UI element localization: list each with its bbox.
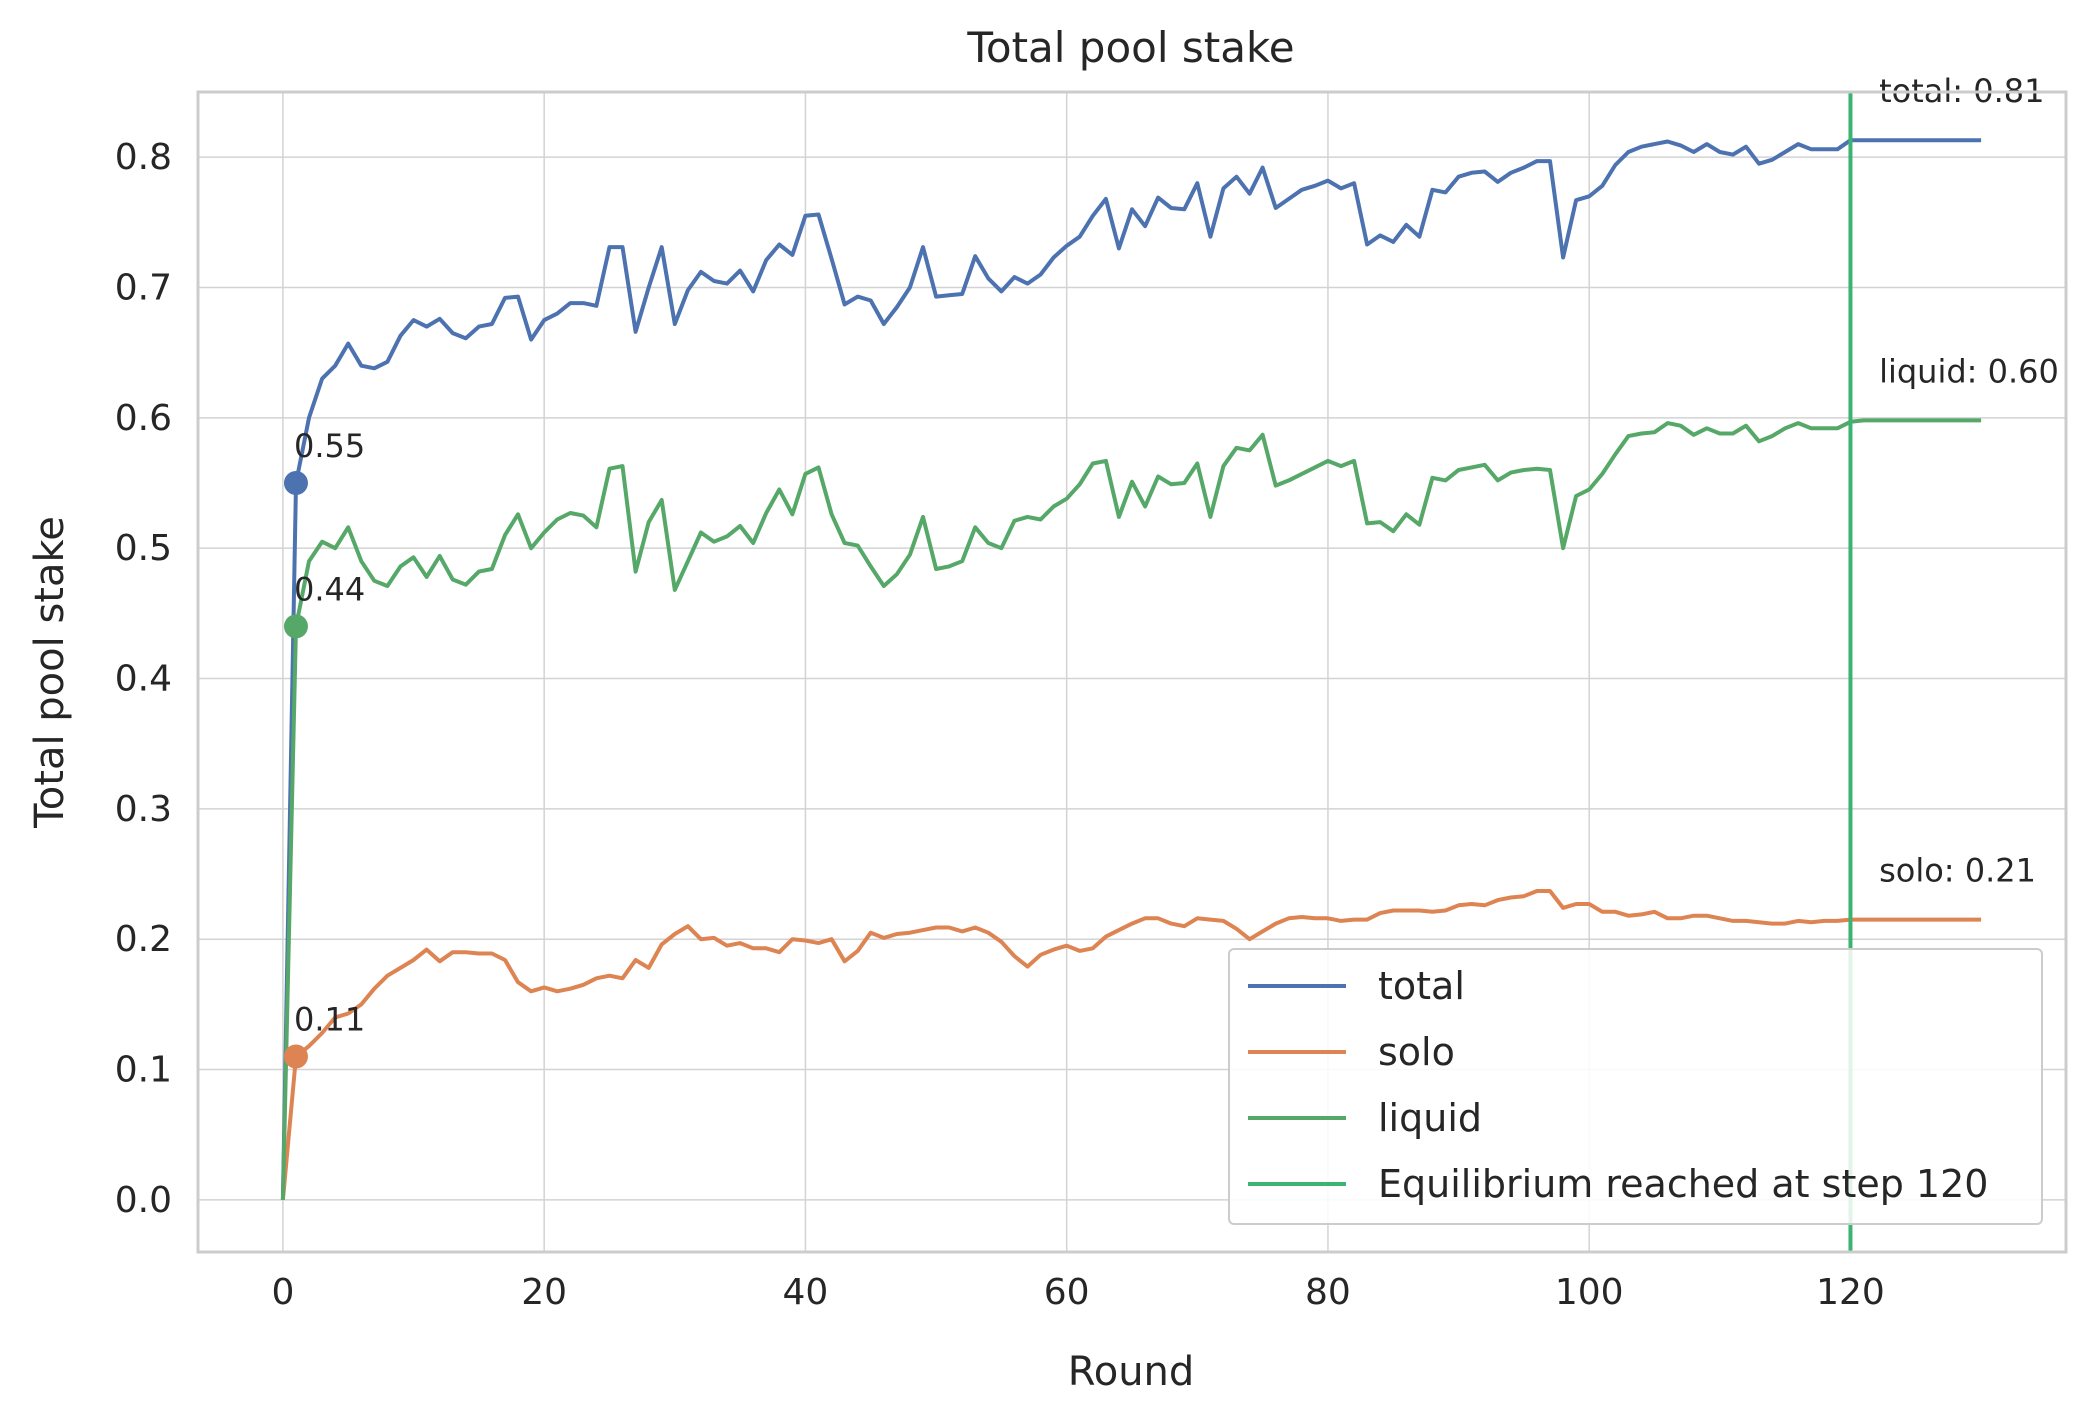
x-axis-label: Round <box>1068 1349 1195 1395</box>
marker-total <box>283 471 308 496</box>
y-tick-label: 0.3 <box>115 789 172 830</box>
series-layer <box>280 138 1982 1201</box>
end-label-solo: solo: 0.21 <box>1879 852 2036 890</box>
chart-title: Total pool stake <box>966 23 1294 72</box>
marker-layer <box>283 471 308 1069</box>
legend-label-liquid: liquid <box>1378 1096 1482 1140</box>
marker-label-liquid: 0.44 <box>294 570 365 608</box>
marker-solo <box>283 1044 308 1069</box>
legend: total solo liquid Equilibrium reached at st… <box>1228 948 2043 1225</box>
series-line-total <box>280 138 1982 1200</box>
x-tick-label: 60 <box>1044 1272 1090 1313</box>
x-tick-label: 80 <box>1305 1272 1351 1313</box>
y-tick-label: 0.1 <box>115 1050 172 1091</box>
series-line-solo <box>280 889 1982 1201</box>
x-tick-label: 100 <box>1555 1272 1624 1313</box>
y-axis-label: Total pool stake <box>27 516 73 829</box>
x-tick-label: 120 <box>1816 1272 1885 1313</box>
marker-liquid <box>283 614 308 639</box>
y-tick-label: 0.7 <box>115 268 172 309</box>
marker-label-total: 0.55 <box>294 427 365 465</box>
y-tick-label: 0.2 <box>115 919 172 960</box>
plot-frame <box>196 90 2068 1254</box>
x-axis-ticks: 0 20 40 60 80 100 120 <box>271 1272 1884 1313</box>
y-axis-ticks: 0.0 0.1 0.2 0.3 0.4 0.5 0.6 0.7 0.8 <box>115 137 172 1221</box>
y-tick-label: 0.0 <box>115 1180 172 1221</box>
x-tick-label: 40 <box>783 1272 829 1313</box>
legend-label-solo: solo <box>1378 1030 1455 1074</box>
legend-box <box>1228 948 2043 1225</box>
y-tick-label: 0.4 <box>115 659 172 700</box>
series-line-liquid <box>280 418 1982 1200</box>
marker-label-solo: 0.11 <box>294 1000 365 1038</box>
y-tick-label: 0.6 <box>115 398 172 439</box>
grid-lines <box>198 92 2066 1252</box>
x-tick-label: 0 <box>271 1272 294 1313</box>
y-tick-label: 0.8 <box>115 137 172 178</box>
x-tick-label: 20 <box>521 1272 567 1313</box>
end-label-liquid: liquid: 0.60 <box>1879 352 2059 390</box>
legend-label-total: total <box>1378 964 1465 1008</box>
y-tick-label: 0.5 <box>115 528 172 569</box>
legend-label-equilibrium: Equilibrium reached at step 120 <box>1378 1162 1988 1206</box>
